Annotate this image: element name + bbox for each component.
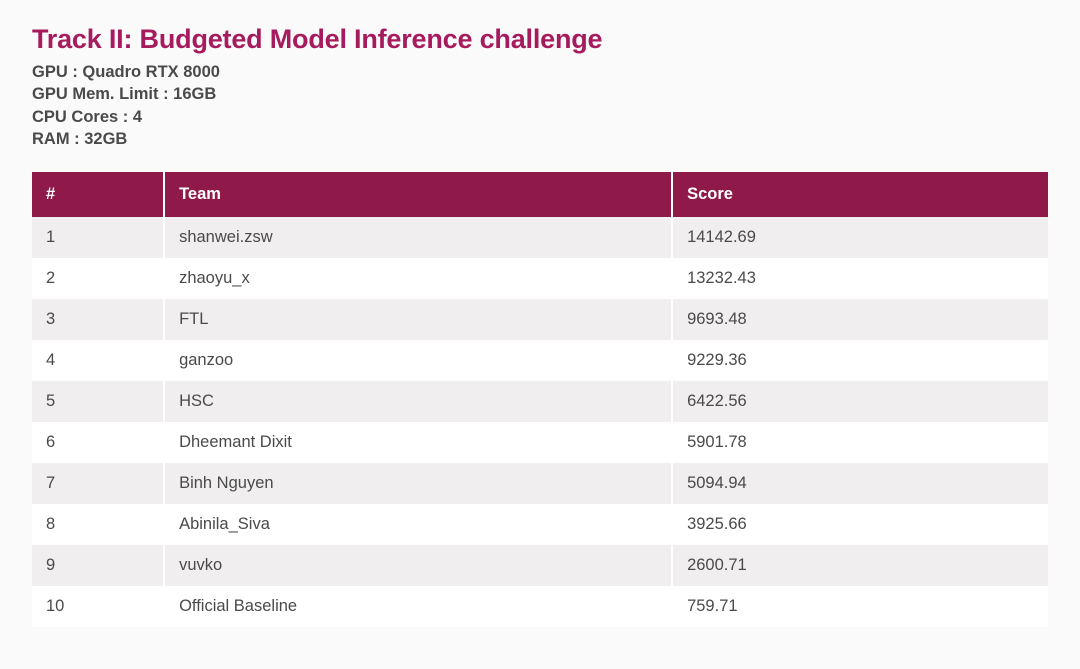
cell-rank: 1 (32, 217, 164, 258)
table-row: 1 shanwei.zsw 14142.69 (32, 217, 1048, 258)
col-header-team: Team (164, 172, 672, 217)
cell-rank: 7 (32, 463, 164, 504)
cell-team: Dheemant Dixit (164, 422, 672, 463)
table-row: 2 zhaoyu_x 13232.43 (32, 258, 1048, 299)
cell-team: shanwei.zsw (164, 217, 672, 258)
cell-score: 9693.48 (672, 299, 1048, 340)
cell-team: Abinila_Siva (164, 504, 672, 545)
cell-team: vuvko (164, 545, 672, 586)
spec-line-gpu: GPU : Quadro RTX 8000 (32, 61, 1048, 83)
page-title: Track II: Budgeted Model Inference chall… (32, 24, 1048, 55)
cell-rank: 10 (32, 586, 164, 627)
table-row: 4 ganzoo 9229.36 (32, 340, 1048, 381)
cell-score: 5901.78 (672, 422, 1048, 463)
cell-team: Official Baseline (164, 586, 672, 627)
table-header-row: # Team Score (32, 172, 1048, 217)
cell-score: 9229.36 (672, 340, 1048, 381)
table-row: 3 FTL 9693.48 (32, 299, 1048, 340)
table-row: 8 Abinila_Siva 3925.66 (32, 504, 1048, 545)
cell-rank: 5 (32, 381, 164, 422)
cell-team: Binh Nguyen (164, 463, 672, 504)
cell-score: 14142.69 (672, 217, 1048, 258)
table-row: 6 Dheemant Dixit 5901.78 (32, 422, 1048, 463)
cell-team: zhaoyu_x (164, 258, 672, 299)
cell-score: 759.71 (672, 586, 1048, 627)
col-header-score: Score (672, 172, 1048, 217)
cell-team: HSC (164, 381, 672, 422)
cell-score: 5094.94 (672, 463, 1048, 504)
cell-rank: 3 (32, 299, 164, 340)
spec-line-ram: RAM : 32GB (32, 128, 1048, 150)
cell-rank: 2 (32, 258, 164, 299)
cell-team: ganzoo (164, 340, 672, 381)
spec-line-gpu-mem: GPU Mem. Limit : 16GB (32, 83, 1048, 105)
cell-score: 2600.71 (672, 545, 1048, 586)
cell-score: 3925.66 (672, 504, 1048, 545)
cell-score: 13232.43 (672, 258, 1048, 299)
table-body: 1 shanwei.zsw 14142.69 2 zhaoyu_x 13232.… (32, 217, 1048, 627)
specs-block: GPU : Quadro RTX 8000 GPU Mem. Limit : 1… (32, 61, 1048, 150)
spec-line-cpu: CPU Cores : 4 (32, 106, 1048, 128)
table-row: 7 Binh Nguyen 5094.94 (32, 463, 1048, 504)
table-row: 10 Official Baseline 759.71 (32, 586, 1048, 627)
cell-rank: 4 (32, 340, 164, 381)
cell-rank: 8 (32, 504, 164, 545)
leaderboard-table: # Team Score 1 shanwei.zsw 14142.69 2 zh… (32, 172, 1048, 627)
table-row: 5 HSC 6422.56 (32, 381, 1048, 422)
table-row: 9 vuvko 2600.71 (32, 545, 1048, 586)
cell-rank: 9 (32, 545, 164, 586)
cell-rank: 6 (32, 422, 164, 463)
cell-score: 6422.56 (672, 381, 1048, 422)
cell-team: FTL (164, 299, 672, 340)
col-header-rank: # (32, 172, 164, 217)
